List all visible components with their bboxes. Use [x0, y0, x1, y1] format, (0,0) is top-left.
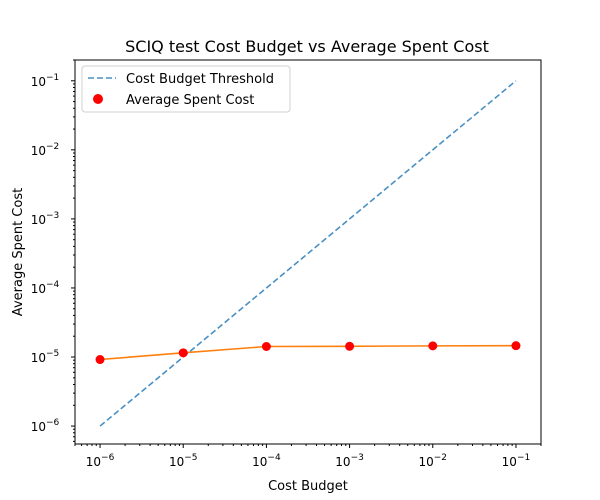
- spent-point: [345, 341, 355, 351]
- spent-point: [261, 341, 271, 351]
- chart-title: SCIQ test Cost Budget vs Average Spent C…: [125, 37, 489, 56]
- plot-area: [74, 59, 542, 445]
- x-tick-label: 10−6: [86, 453, 115, 469]
- y-tick-label: 10−4: [31, 280, 60, 296]
- spent-point: [178, 348, 188, 358]
- y-tick-label: 10−3: [31, 211, 60, 227]
- spent-series-line: [99, 344, 516, 361]
- x-tick-label: 10−4: [252, 453, 281, 469]
- legend-box: [81, 65, 291, 113]
- y-tick-label: 10−1: [31, 73, 60, 89]
- spent-series-points: [95, 341, 521, 365]
- legend: Cost Budget Threshold Average Spent Cost: [81, 65, 291, 113]
- threshold-series-line: [99, 80, 517, 427]
- spent-point: [511, 341, 521, 351]
- y-tick-label: 10−5: [31, 349, 60, 365]
- y-axis-ticks: 10−6 10−5 10−4 10−3 10−2 10−1: [31, 59, 75, 442]
- x-axis-ticks: 10−6 10−5 10−4 10−3 10−2 10−1: [74, 444, 542, 469]
- y-tick-label: 10−2: [31, 142, 60, 158]
- x-tick-label: 10−1: [502, 453, 531, 469]
- legend-threshold-label: Cost Budget Threshold: [126, 72, 274, 87]
- y-axis-label: Average Spent Cost: [11, 188, 26, 316]
- x-tick-label: 10−3: [335, 453, 364, 469]
- x-tick-label: 10−2: [418, 453, 447, 469]
- x-tick-label: 10−5: [169, 453, 198, 469]
- spent-point: [428, 341, 438, 351]
- legend-spent-swatch: [93, 94, 103, 104]
- legend-spent-label: Average Spent Cost: [126, 93, 254, 108]
- y-tick-label: 10−6: [31, 418, 60, 434]
- x-axis-label: Cost Budget: [268, 479, 348, 494]
- spent-point: [95, 355, 105, 365]
